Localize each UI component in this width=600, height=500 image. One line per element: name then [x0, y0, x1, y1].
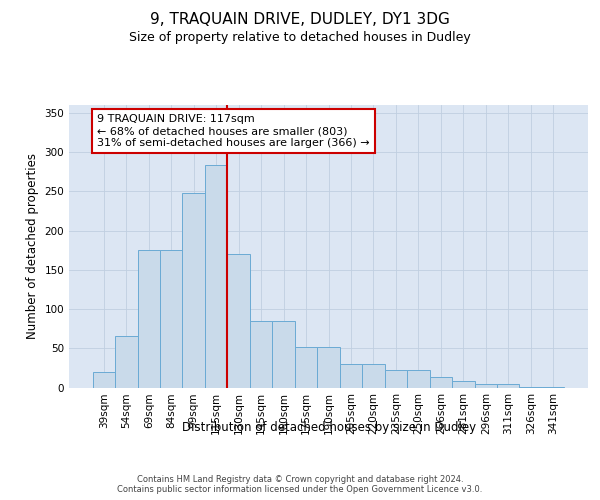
Bar [407, 370, 430, 388]
Bar [385, 370, 407, 388]
Text: 9, TRAQUAIN DRIVE, DUDLEY, DY1 3DG: 9, TRAQUAIN DRIVE, DUDLEY, DY1 3DG [150, 12, 450, 28]
Bar [362, 364, 385, 388]
Bar [182, 193, 205, 388]
Bar [115, 336, 137, 388]
Bar [452, 381, 475, 388]
Bar [205, 166, 227, 388]
Bar [317, 348, 340, 388]
Text: Contains HM Land Registry data © Crown copyright and database right 2024.
Contai: Contains HM Land Registry data © Crown c… [118, 474, 482, 494]
Bar [520, 386, 542, 388]
Bar [295, 348, 317, 388]
Bar [92, 372, 115, 388]
Bar [475, 384, 497, 388]
Y-axis label: Number of detached properties: Number of detached properties [26, 153, 39, 340]
Text: 9 TRAQUAIN DRIVE: 117sqm
← 68% of detached houses are smaller (803)
31% of semi-: 9 TRAQUAIN DRIVE: 117sqm ← 68% of detach… [97, 114, 370, 148]
Bar [160, 250, 182, 388]
Text: Size of property relative to detached houses in Dudley: Size of property relative to detached ho… [129, 31, 471, 44]
Bar [542, 386, 565, 388]
Bar [250, 321, 272, 388]
Bar [137, 250, 160, 388]
Bar [227, 254, 250, 388]
Bar [430, 378, 452, 388]
Bar [340, 364, 362, 388]
Bar [497, 384, 520, 388]
Bar [272, 321, 295, 388]
Text: Distribution of detached houses by size in Dudley: Distribution of detached houses by size … [182, 421, 476, 434]
